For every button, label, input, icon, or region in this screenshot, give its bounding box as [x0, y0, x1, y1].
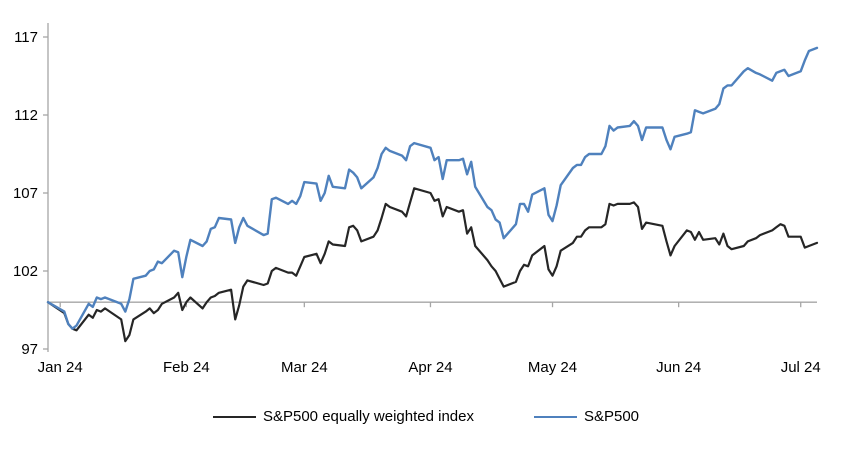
- series-line-equal-weight: [46, 187, 819, 343]
- y-axis-tick-label: 102: [13, 263, 38, 280]
- equal-weight-line-swatch-icon: [212, 415, 256, 418]
- x-axis-tick-label: Mar 24: [281, 359, 328, 376]
- x-axis-tick-label: Feb 24: [163, 359, 210, 376]
- legend-item-sp500: S&P500: [533, 408, 640, 425]
- legend-item-equal-weight: S&P500 equally weighted index: [212, 408, 474, 425]
- legend-label-equal-weight: S&P500 equally weighted index: [262, 408, 474, 425]
- x-axis-tick-label: May 24: [528, 359, 577, 376]
- y-axis-tick-label: 97: [21, 341, 38, 358]
- series-line-sp500: [46, 46, 819, 330]
- x-axis-tick-label: Jul 24: [781, 359, 821, 376]
- y-axis-tick-label: 107: [13, 185, 38, 202]
- y-axis-tick-label: 117: [14, 29, 38, 46]
- chart-legend: S&P500 equally weighted index S&P500: [0, 408, 852, 425]
- sp500-line-swatch-icon: [533, 415, 577, 418]
- x-axis-tick-label: Jun 24: [656, 359, 701, 376]
- legend-label-sp500: S&P500: [583, 408, 640, 425]
- x-axis-tick-label: Jan 24: [38, 359, 83, 376]
- x-axis-tick-label: Apr 24: [408, 359, 452, 376]
- y-axis-tick-label: 112: [14, 107, 38, 124]
